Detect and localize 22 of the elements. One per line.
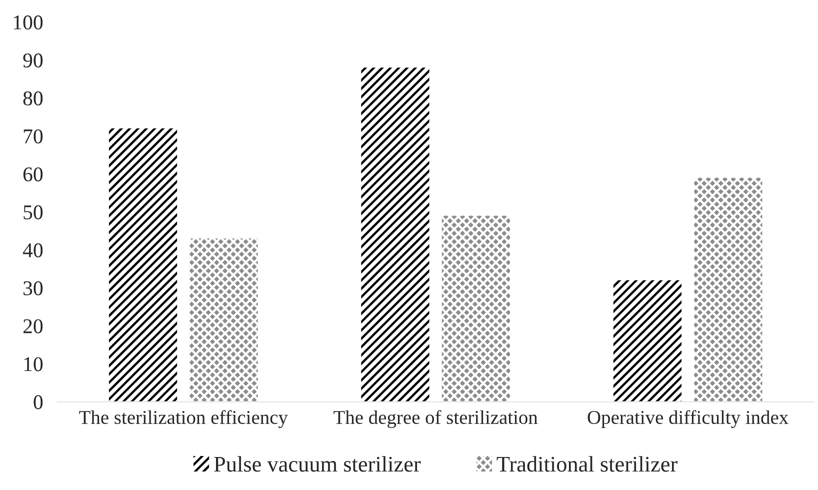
bar	[361, 68, 430, 402]
y-tick-label: 0	[34, 395, 43, 410]
bar	[613, 280, 682, 402]
bar	[108, 128, 178, 402]
x-tick-label: Operative difficulty index	[588, 410, 788, 428]
legend-label: Traditional sterilizer	[496, 456, 678, 472]
y-tick-label: 100	[14, 15, 43, 30]
x-tick-label: The sterilization efficiency	[79, 410, 288, 428]
y-tick-label: 30	[24, 281, 43, 296]
y-tick-label: 70	[24, 129, 43, 144]
bar	[190, 238, 258, 402]
y-tick-label: 80	[23, 91, 43, 106]
bar	[442, 216, 510, 402]
bar	[694, 178, 762, 402]
legend-label: Pulse vacuum sterilizer	[214, 456, 421, 472]
y-tick-label: 50	[24, 205, 43, 220]
y-tick-label: 10	[24, 357, 43, 372]
y-tick-label: 90	[23, 53, 43, 68]
y-tick-label: 20	[23, 319, 43, 334]
y-tick-label: 40	[22, 243, 43, 258]
y-tick-label: 60	[23, 167, 43, 182]
x-tick-label: The degree of sterilization	[334, 410, 538, 428]
